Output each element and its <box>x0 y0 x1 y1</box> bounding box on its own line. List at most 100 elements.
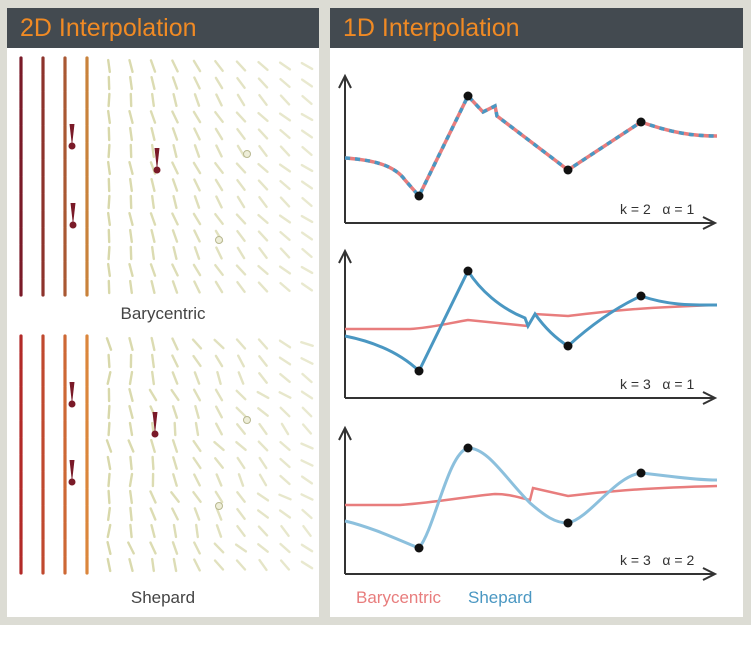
field-glyph <box>171 439 179 453</box>
field-glyph <box>300 112 314 122</box>
field-glyph <box>193 127 201 141</box>
field-glyph <box>279 145 291 157</box>
data-point <box>563 518 573 528</box>
x-axis-arrow <box>702 567 718 581</box>
legend-barycentric: Barycentric <box>356 588 442 607</box>
field-glyph <box>257 525 269 537</box>
field-glyph <box>128 370 134 386</box>
field-glyph <box>128 211 134 227</box>
field-glyph <box>170 388 180 402</box>
field-glyph <box>193 371 201 385</box>
field-glyph <box>106 557 112 573</box>
field-glyph <box>106 540 112 556</box>
field-glyph <box>214 161 224 175</box>
field-glyph <box>171 507 179 521</box>
field-glyph <box>106 523 112 539</box>
field-glyph <box>215 473 223 487</box>
field-glyph <box>193 178 201 192</box>
y-axis-arrow <box>338 425 352 441</box>
field-glyph <box>192 59 202 73</box>
field-glyph <box>300 459 314 467</box>
field-glyph <box>279 247 291 259</box>
field-glyph <box>106 160 112 176</box>
field-glyph <box>235 338 247 350</box>
field-glyph <box>300 214 314 224</box>
field-glyph <box>237 473 245 487</box>
field-glyph <box>302 524 312 538</box>
field-glyph <box>279 196 291 208</box>
sample-marker <box>69 124 75 146</box>
field-glyph <box>278 339 292 349</box>
field-glyph <box>171 541 179 555</box>
field-glyph <box>279 373 291 383</box>
field-glyph <box>237 371 245 385</box>
field-glyph <box>194 404 200 420</box>
field-glyph <box>150 370 156 386</box>
field-glyph <box>258 558 268 572</box>
sample-marker <box>69 460 75 482</box>
field-glyph <box>128 262 134 278</box>
sample-marker-head <box>68 478 76 486</box>
field-glyph <box>279 179 291 191</box>
field-glyph <box>171 263 179 277</box>
panel-title-1d: 1D Interpolation <box>343 14 520 42</box>
field-glyph <box>191 338 203 350</box>
data-points <box>414 266 646 376</box>
data-point <box>414 543 424 553</box>
field-glyph <box>280 422 290 436</box>
field-glyph <box>279 474 291 486</box>
field-glyph <box>106 109 112 125</box>
field-glyph <box>235 423 247 435</box>
field-glyph <box>300 282 314 292</box>
field-glyph <box>257 407 269 417</box>
field-glyph <box>279 128 291 140</box>
panel-title-2d: 2D Interpolation <box>20 14 197 42</box>
field-glyph <box>172 473 178 487</box>
field-glyph <box>171 110 179 124</box>
field-glyph <box>300 163 314 173</box>
field-glyph <box>258 144 268 158</box>
field-glyph <box>300 61 314 71</box>
field-glyph <box>214 111 224 123</box>
shepard-curve <box>344 92 718 200</box>
field-glyph <box>106 262 112 278</box>
field-glyph <box>257 60 269 72</box>
field-glyph <box>279 559 291 571</box>
field-glyph <box>257 77 269 89</box>
sample-marker-pale <box>243 150 251 158</box>
field-glyph <box>150 438 156 454</box>
field-glyph <box>150 194 156 210</box>
field-glyph <box>300 543 314 553</box>
field-glyph <box>192 110 202 124</box>
axes <box>338 425 718 581</box>
field-glyph <box>213 559 225 571</box>
field-glyph <box>148 388 158 402</box>
field-glyph <box>278 61 292 71</box>
field-glyph <box>235 264 247 276</box>
field-glyph <box>150 143 156 159</box>
param-label-plot1: k = 2 α = 1 <box>620 201 695 217</box>
field-glyph <box>149 212 157 226</box>
field-glyph <box>215 524 223 538</box>
field-glyph <box>128 75 134 91</box>
field-glyph <box>235 406 247 418</box>
field-glyph <box>236 178 246 192</box>
field-glyph <box>193 195 201 209</box>
sample-marker-pale <box>243 416 251 424</box>
sample-marker <box>152 412 158 434</box>
field-glyph <box>171 59 179 73</box>
field-glyph <box>107 143 111 159</box>
field-glyph <box>193 280 201 294</box>
field-glyph <box>171 280 179 294</box>
field-glyph <box>192 456 202 470</box>
field-glyph <box>149 59 157 73</box>
field-glyph <box>214 354 224 368</box>
field-glyph <box>106 58 112 74</box>
field-glyph <box>193 93 201 107</box>
field-glyph <box>149 263 157 277</box>
field-glyph <box>257 338 269 350</box>
field-glyph <box>192 354 202 368</box>
field-glyph <box>258 456 268 470</box>
field-glyph <box>236 195 246 209</box>
field-glyph <box>171 76 179 90</box>
